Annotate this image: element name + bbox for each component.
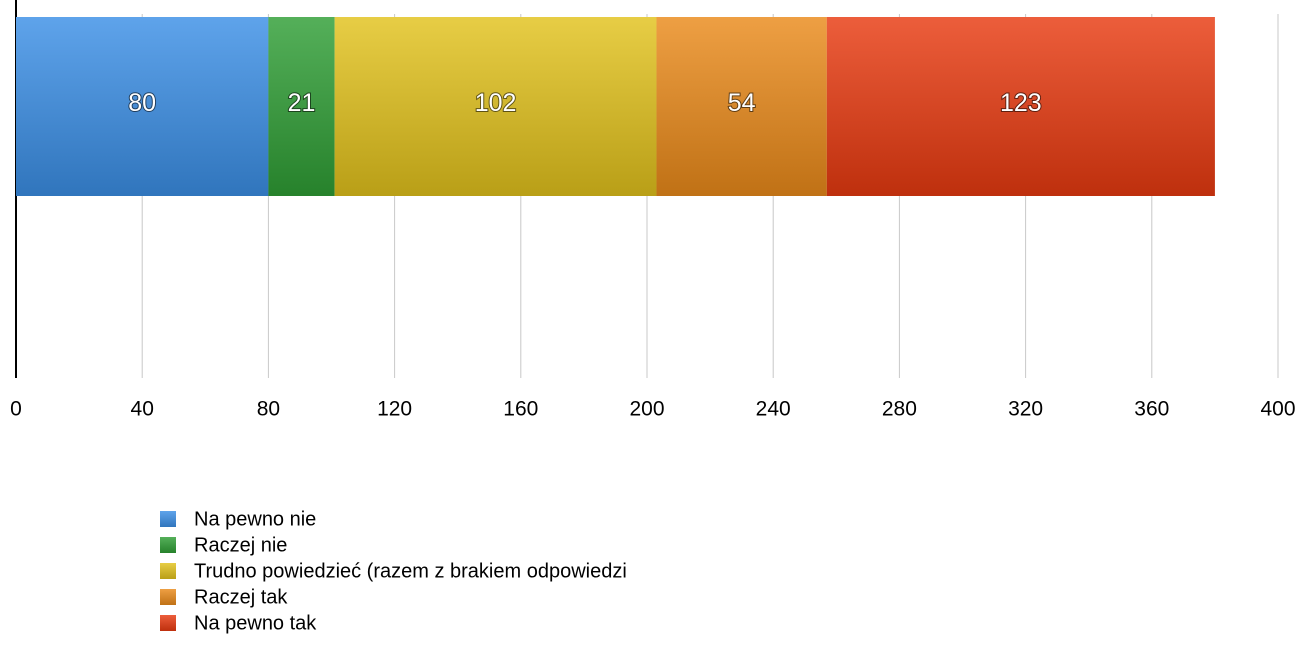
bar-shine bbox=[16, 17, 269, 196]
legend-swatch-shine bbox=[160, 563, 176, 579]
x-tick-label: 160 bbox=[503, 398, 538, 421]
x-tick-label: 40 bbox=[131, 398, 154, 421]
bar-shine bbox=[656, 17, 827, 196]
x-tick-label: 360 bbox=[1134, 398, 1169, 421]
legend-label: Raczej nie bbox=[194, 534, 287, 556]
data-label: 123 bbox=[1000, 89, 1042, 117]
legend-swatch-shine bbox=[160, 589, 176, 605]
x-tick-label: 200 bbox=[629, 398, 664, 421]
data-label: 102 bbox=[475, 89, 517, 117]
bar-shine bbox=[334, 17, 657, 196]
data-label: 21 bbox=[288, 89, 316, 117]
legend-label: Na pewno tak bbox=[194, 612, 317, 634]
legend-swatch-shine bbox=[160, 511, 176, 527]
legend-label: Trudno powiedzieć (razem z brakiem odpow… bbox=[194, 560, 627, 582]
x-tick-label: 320 bbox=[1008, 398, 1043, 421]
x-tick-label: 400 bbox=[1260, 398, 1295, 421]
x-tick-label: 280 bbox=[882, 398, 917, 421]
x-tick-label: 240 bbox=[756, 398, 791, 421]
legend-label: Na pewno nie bbox=[194, 508, 316, 530]
x-tick-label: 120 bbox=[377, 398, 412, 421]
x-tick-label: 80 bbox=[257, 398, 280, 421]
legend-swatch-shine bbox=[160, 615, 176, 631]
bar-shine bbox=[268, 17, 335, 196]
legend-swatch-shine bbox=[160, 537, 176, 553]
bar-shine bbox=[826, 17, 1215, 196]
legend-label: Raczej tak bbox=[194, 586, 288, 608]
data-label: 54 bbox=[728, 89, 756, 117]
x-tick-label: 0 bbox=[10, 398, 22, 421]
data-label: 80 bbox=[128, 89, 156, 117]
